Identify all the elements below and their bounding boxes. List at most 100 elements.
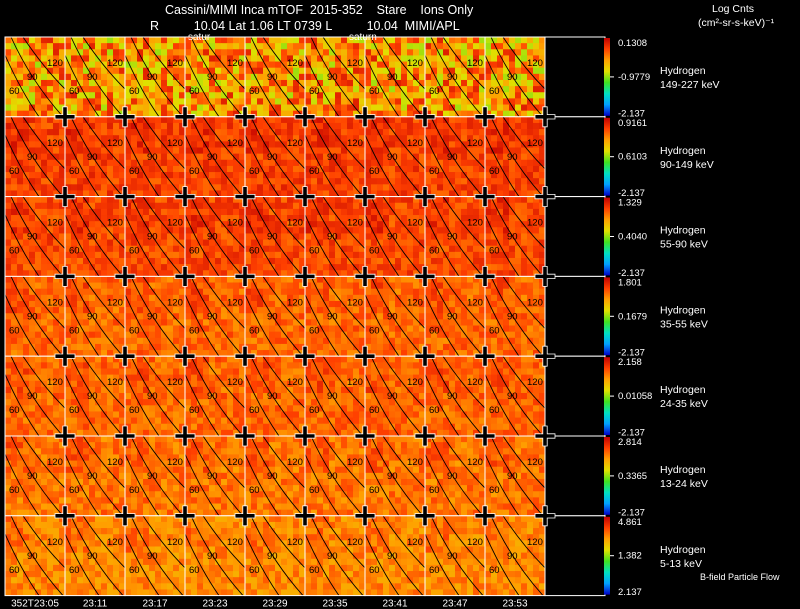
pixel-cell <box>35 264 42 271</box>
pixel-cell <box>539 227 546 234</box>
pixel-cell <box>311 325 318 333</box>
pixel-cell <box>419 129 426 136</box>
pixel-cell <box>383 233 390 240</box>
pixel-cell <box>17 61 24 69</box>
pixel-cell <box>53 104 60 112</box>
pixel-cell <box>287 221 294 228</box>
pixel-cell <box>131 239 138 247</box>
pixel-cell <box>473 245 480 253</box>
pixel-cell <box>395 104 402 112</box>
pixel-cell <box>371 282 378 290</box>
pixel-cell <box>497 331 504 339</box>
pixel-cell <box>485 307 492 314</box>
pixel-cell <box>245 350 252 357</box>
pixel-cell <box>89 270 96 277</box>
pixel-cell <box>107 141 114 148</box>
pixel-cell <box>107 215 114 222</box>
pixel-cell <box>89 215 96 222</box>
pixel-cell <box>521 61 528 69</box>
pixel-cell <box>515 79 522 87</box>
pixel-cell <box>77 239 84 247</box>
pixel-cell <box>401 98 408 105</box>
pixel-cell <box>233 159 240 167</box>
pixel-cell <box>437 110 444 118</box>
colorbar-mid-label: 0.6103 <box>618 152 647 163</box>
pixel-cell <box>95 319 102 326</box>
pixel-cell <box>437 159 444 167</box>
pixel-cell <box>131 55 138 62</box>
pixel-cell <box>467 116 474 124</box>
pixel-cell <box>443 165 450 173</box>
pixel-cell <box>437 227 444 234</box>
pixel-cell <box>125 159 132 167</box>
pixel-cell <box>521 122 528 130</box>
pixel-cell <box>245 73 252 81</box>
pixel-cell <box>479 67 486 75</box>
pixel-cell <box>365 61 372 69</box>
pixel-cell <box>89 337 96 345</box>
pixel-cell <box>17 350 24 357</box>
pixel-cell <box>443 282 450 290</box>
contour-line <box>382 276 426 329</box>
pixel-cell <box>95 270 102 277</box>
pixel-cell <box>137 129 144 136</box>
pixel-cell <box>89 331 96 339</box>
pixel-cell <box>143 227 150 234</box>
pixel-cell <box>143 294 150 302</box>
pixel-cell <box>233 92 240 99</box>
pixel-cell <box>47 276 54 283</box>
pixel-cell <box>209 37 216 44</box>
pixel-cell <box>323 141 330 148</box>
pixel-cell <box>221 86 228 93</box>
pixel-cell <box>215 257 222 265</box>
pixel-cell <box>527 172 534 179</box>
pixel-cell <box>395 276 402 283</box>
pixel-cell <box>311 79 318 87</box>
pixel-cell <box>305 319 312 326</box>
pixel-cell <box>263 233 270 240</box>
colorbar <box>604 117 610 196</box>
pixel-cell <box>101 251 108 259</box>
pixel-cell <box>497 343 504 351</box>
pixel-cell <box>233 251 240 259</box>
contour-line <box>502 116 546 170</box>
contour-label: 90 <box>387 232 398 243</box>
pixel-cell <box>389 233 396 240</box>
pixel-cell <box>485 227 492 234</box>
pixel-cell <box>365 233 372 240</box>
pixel-cell <box>413 73 420 81</box>
contour-label: 60 <box>489 166 500 177</box>
pixel-cell <box>275 61 282 69</box>
pixel-cell <box>167 61 174 69</box>
pixel-cell <box>137 122 144 130</box>
pixel-cell <box>425 147 432 155</box>
pixel-cell <box>257 116 264 124</box>
pixel-cell <box>125 202 132 210</box>
pixel-cell <box>5 245 12 253</box>
pixel-cell <box>95 325 102 333</box>
pixel-cell <box>317 153 324 161</box>
pixel-cell <box>11 43 18 50</box>
pixel-cell <box>407 79 414 87</box>
pixel-cell <box>53 110 60 118</box>
pixel-cell <box>479 233 486 240</box>
pixel-cell <box>443 239 450 247</box>
pixel-cell <box>305 270 312 277</box>
contour-label: 60 <box>189 325 200 336</box>
pixel-cell <box>23 135 30 142</box>
pixel-cell <box>281 307 288 314</box>
contour-label: 60 <box>249 166 260 177</box>
pixel-cell <box>419 350 426 357</box>
pixel-cell <box>161 270 168 277</box>
pixel-cell <box>527 331 534 339</box>
pixel-cell <box>335 190 342 197</box>
pixel-cell <box>497 104 504 112</box>
pixel-cell <box>497 300 504 308</box>
pixel-cell <box>35 43 42 50</box>
pixel-cell <box>47 196 54 204</box>
pixel-cell <box>341 313 348 320</box>
pixel-cell <box>371 153 378 161</box>
pixel-cell <box>23 153 30 161</box>
pixel-cell <box>413 282 420 290</box>
pixel-cell <box>461 73 468 81</box>
